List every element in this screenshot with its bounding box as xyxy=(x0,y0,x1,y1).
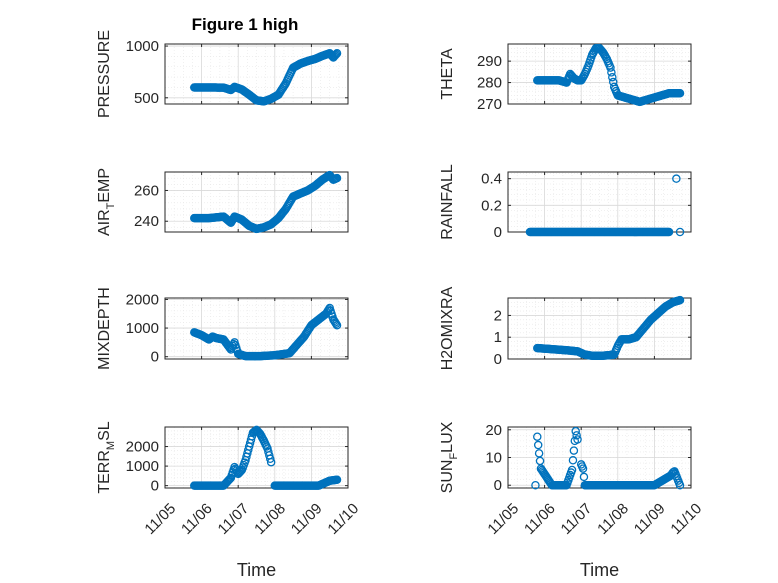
y-tick-label: 500 xyxy=(134,90,159,107)
data-point xyxy=(579,472,589,482)
y-tick-label: 1000 xyxy=(126,458,159,475)
y-tick-label: 240 xyxy=(134,213,159,230)
data-point xyxy=(607,68,616,77)
subplot-1: 500 1000 PRESSURE xyxy=(96,30,349,118)
data-point xyxy=(223,216,233,225)
y-tick-label: 0 xyxy=(494,224,502,241)
y-tick-label: 260 xyxy=(134,182,159,199)
y-axis-label: H2OMIXRA xyxy=(439,286,456,370)
data-point xyxy=(330,51,340,60)
data-point xyxy=(224,475,234,485)
y-tick-label: 0 xyxy=(494,351,502,368)
data-point xyxy=(675,227,685,237)
y-tick-label: 1000 xyxy=(126,320,159,337)
subplot-6: 0 1 2 H2OMIXRA xyxy=(439,286,692,370)
data-point xyxy=(567,465,577,475)
y-tick-label: 2000 xyxy=(126,291,159,308)
subplot-4: 0 0.2 0.4 RAINFALL xyxy=(439,164,692,241)
data-point xyxy=(573,435,582,444)
data-point xyxy=(332,173,342,183)
y-tick-label: 0 xyxy=(151,478,159,495)
data-point xyxy=(533,432,542,441)
x-axis-label: Time xyxy=(237,560,276,580)
y-axis-label: RAINFALL xyxy=(439,164,456,240)
data-point xyxy=(332,475,342,485)
data-point xyxy=(675,480,685,490)
y-tick-label: 0 xyxy=(494,477,502,494)
x-axis-label: Time xyxy=(580,560,619,580)
data-point xyxy=(578,464,588,473)
subplot-3: 240 260 AIRTEMP xyxy=(96,168,349,236)
y-tick-label: 270 xyxy=(477,96,502,113)
data-point xyxy=(608,72,617,82)
subplot-2: 270 280 290 THETA xyxy=(439,43,692,113)
y-tick-label: 20 xyxy=(485,422,502,439)
y-axis-label: PRESSURE xyxy=(96,30,113,118)
figure-title: Figure 1 high xyxy=(192,15,299,34)
subplot-5: 0 1000 2000 MIXDEPTH xyxy=(96,287,349,370)
data-point xyxy=(265,454,275,464)
y-axis-label: MIXDEPTH xyxy=(96,287,113,370)
y-tick-label: 0 xyxy=(151,349,159,366)
y-axis-label: THETA xyxy=(439,48,456,100)
data-point xyxy=(531,480,540,490)
data-point xyxy=(572,431,581,440)
data-point xyxy=(332,320,342,330)
y-axis-label: SUNFLUX xyxy=(439,421,460,493)
axes-box xyxy=(507,43,692,105)
y-tick-label: 0.4 xyxy=(481,171,502,188)
data-point xyxy=(331,319,341,329)
data-point xyxy=(533,440,543,450)
y-tick-label: 2000 xyxy=(126,439,159,456)
data-point xyxy=(667,469,677,479)
data-point xyxy=(568,456,578,465)
y-tick-label: 290 xyxy=(477,53,502,70)
data-point xyxy=(571,426,580,436)
data-point xyxy=(235,467,245,477)
data-point xyxy=(324,305,334,314)
subplot-8: 01020SUNFLUX11/0511/0611/0711/0811/0911/… xyxy=(439,421,705,580)
y-tick-label: 0.2 xyxy=(481,197,502,214)
data-point xyxy=(332,49,342,58)
data-point xyxy=(266,457,276,467)
y-axis-label: AIRTEMP xyxy=(96,168,117,236)
data-point xyxy=(606,63,615,72)
data-point xyxy=(664,227,674,237)
y-tick-label: 1000 xyxy=(126,38,159,55)
data-point xyxy=(672,174,681,183)
y-tick-label: 10 xyxy=(485,450,502,467)
y-axis-label: TERRMSL xyxy=(96,421,117,493)
data-point xyxy=(675,89,685,98)
data-point xyxy=(331,50,341,59)
y-tick-label: 1 xyxy=(494,329,502,346)
y-tick-label: 280 xyxy=(477,75,502,92)
data-point xyxy=(569,446,579,455)
y-tick-label: 2 xyxy=(494,307,502,324)
data-point xyxy=(675,295,685,305)
